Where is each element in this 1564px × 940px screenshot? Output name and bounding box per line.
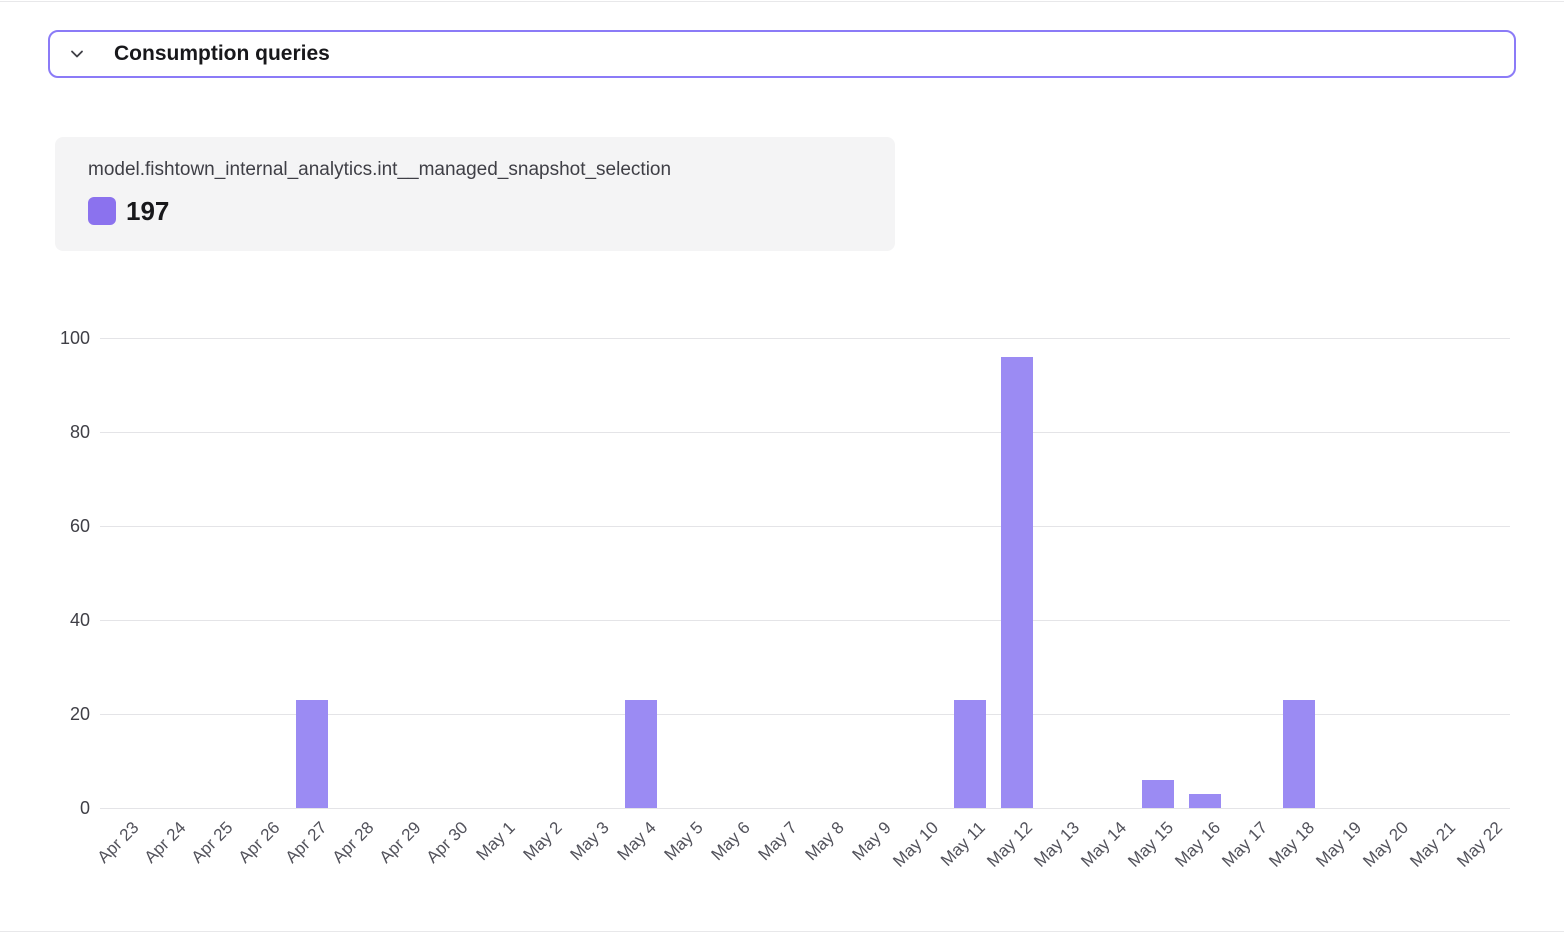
legend-value: 197 [126, 195, 170, 226]
chart-bar[interactable] [1000, 356, 1033, 808]
x-axis-tick-label: May 11 [936, 818, 989, 870]
top-divider [0, 1, 1564, 2]
x-axis-tick-label: May 4 [613, 818, 660, 865]
plot-area [100, 337, 1510, 809]
x-axis-tick-label: Apr 30 [423, 818, 472, 867]
x-axis-tick-label: May 18 [1265, 818, 1318, 871]
y-axis-tick-label: 0 [79, 798, 90, 818]
chart-bar[interactable] [295, 699, 328, 808]
x-axis-tick-label: May 17 [1218, 818, 1271, 871]
y-axis-tick-label: 20 [69, 704, 90, 724]
chart-bar[interactable] [953, 699, 986, 808]
x-axis-tick-label: May 12 [983, 818, 1036, 871]
chart-bar[interactable] [1282, 699, 1315, 808]
x-axis-tick-label: May 15 [1124, 818, 1177, 871]
bottom-divider [0, 931, 1564, 932]
x-axis-tick-label: May 7 [754, 818, 801, 865]
x-axis-tick-label: May 3 [566, 818, 613, 865]
gridline [100, 807, 1510, 809]
x-axis-tick-label: Apr 26 [235, 818, 284, 867]
x-axis-tick-label: Apr 29 [376, 818, 425, 867]
x-axis-tick-label: May 14 [1077, 818, 1130, 871]
y-axis-tick-label: 100 [59, 328, 90, 348]
x-axis-tick-label: Apr 25 [188, 818, 237, 867]
x-axis-tick-label: Apr 23 [94, 818, 143, 867]
x-axis-tick-label: May 22 [1453, 818, 1506, 871]
x-axis-tick-label: Apr 27 [282, 818, 331, 867]
x-axis-tick-label: May 8 [801, 818, 848, 865]
consumption-bar-chart: 0 20 40 60 80 100 Apr 23 Apr 24 Apr 25 Apr 26 Apr … [48, 310, 1516, 920]
x-axis-tick-label: May 16 [1171, 818, 1224, 871]
gridline [100, 713, 1510, 715]
chart-bar[interactable] [1141, 779, 1174, 808]
chart-tooltip: model.fishtown_internal_analytics.int__m… [55, 137, 895, 251]
gridline [100, 337, 1510, 339]
chevron-down-icon[interactable] [68, 45, 86, 63]
x-axis-tick-label: Apr 28 [329, 818, 378, 867]
x-axis-tick-label: Apr 24 [141, 818, 190, 867]
consumption-queries-accordion-header[interactable]: Consumption queries [48, 30, 1516, 78]
x-axis-tick-label: May 19 [1312, 818, 1365, 871]
model-name-label: model.fishtown_internal_analytics.int__m… [88, 159, 672, 180]
legend-row: 197 [88, 196, 862, 227]
x-axis-tick-label: May 6 [707, 818, 754, 865]
x-axis-tick-label: May 13 [1030, 818, 1083, 871]
legend-color-swatch [88, 197, 116, 226]
chart-bar[interactable] [624, 699, 657, 808]
x-axis-tick-label: May 10 [889, 818, 942, 871]
x-axis-tick-label: May 5 [660, 818, 707, 865]
x-axis-tick-label: May 9 [848, 818, 895, 865]
gridline [100, 525, 1510, 527]
y-axis-tick-label: 80 [69, 422, 90, 442]
x-axis-tick-label: May 1 [472, 818, 519, 865]
gridline [100, 431, 1510, 433]
y-axis-tick-label: 60 [69, 516, 90, 536]
x-axis-tick-label: May 2 [519, 818, 566, 865]
gridline [100, 619, 1510, 621]
y-axis-tick-label: 40 [69, 610, 90, 630]
panel-title: Consumption queries [114, 42, 330, 65]
chart-bar[interactable] [1188, 793, 1221, 808]
x-axis-tick-label: May 20 [1359, 818, 1412, 871]
x-axis-tick-label: May 21 [1406, 818, 1459, 871]
